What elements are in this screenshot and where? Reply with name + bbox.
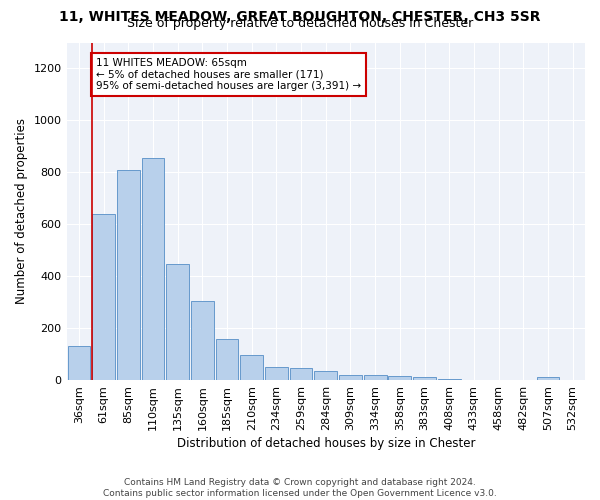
Bar: [166, 264, 189, 380]
Bar: [215, 339, 238, 380]
Text: Size of property relative to detached houses in Chester: Size of property relative to detached ho…: [127, 18, 473, 30]
Bar: [68, 346, 90, 380]
X-axis label: Distribution of detached houses by size in Chester: Distribution of detached houses by size …: [176, 437, 475, 450]
Bar: [290, 368, 313, 380]
Text: 11, WHITES MEADOW, GREAT BOUGHTON, CHESTER, CH3 5SR: 11, WHITES MEADOW, GREAT BOUGHTON, CHEST…: [59, 10, 541, 24]
Bar: [364, 376, 386, 380]
Bar: [536, 378, 559, 380]
Bar: [191, 301, 214, 380]
Text: 11 WHITES MEADOW: 65sqm
← 5% of detached houses are smaller (171)
95% of semi-de: 11 WHITES MEADOW: 65sqm ← 5% of detached…: [96, 58, 361, 92]
Text: Contains HM Land Registry data © Crown copyright and database right 2024.
Contai: Contains HM Land Registry data © Crown c…: [103, 478, 497, 498]
Y-axis label: Number of detached properties: Number of detached properties: [15, 118, 28, 304]
Bar: [241, 355, 263, 380]
Bar: [314, 371, 337, 380]
Bar: [92, 214, 115, 380]
Bar: [142, 158, 164, 380]
Bar: [117, 170, 140, 380]
Bar: [438, 379, 461, 380]
Bar: [265, 366, 288, 380]
Bar: [339, 376, 362, 380]
Bar: [413, 378, 436, 380]
Bar: [388, 376, 411, 380]
